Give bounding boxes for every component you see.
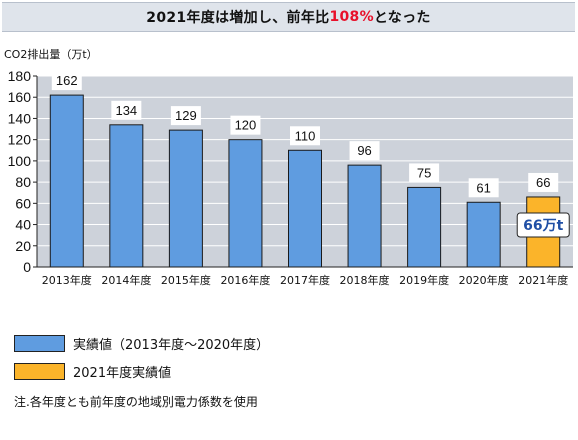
bar — [407, 186, 442, 268]
x-tick-label: 2021年度 — [518, 273, 568, 287]
value-label-box — [230, 115, 261, 135]
bar — [347, 164, 382, 268]
value-label: 129 — [175, 108, 197, 123]
value-label-box — [290, 126, 320, 146]
bar — [109, 124, 144, 268]
value-label: 61 — [476, 180, 490, 195]
value-label: 120 — [235, 118, 257, 133]
y-tick-label: 180 — [8, 68, 32, 84]
x-tick-label: 2019年度 — [399, 273, 449, 287]
footnote: 注.各年度とも前年度の地域別電力係数を使用 — [14, 395, 258, 409]
value-label: 96 — [357, 143, 371, 158]
callout-box — [516, 212, 570, 238]
x-tick-label: 2015年度 — [161, 273, 211, 287]
y-tick-label: 20 — [15, 238, 31, 254]
value-label: 134 — [115, 103, 137, 118]
legend-item-2021: 2021年度実績値 — [14, 362, 171, 381]
bar — [228, 139, 263, 268]
value-label: 110 — [295, 128, 316, 143]
value-label-box — [349, 141, 380, 161]
y-tick-label: 120 — [8, 132, 32, 148]
value-label-box — [528, 172, 559, 192]
value-label: 75 — [417, 165, 431, 180]
bar — [288, 149, 322, 268]
bar — [168, 129, 203, 268]
y-tick-label: 0 — [23, 259, 31, 275]
value-label-box — [170, 106, 201, 126]
y-tick-label: 100 — [8, 153, 32, 169]
value-label-box — [468, 178, 499, 198]
x-tick-label: 2014年度 — [101, 273, 151, 287]
y-tick-label: 60 — [15, 195, 31, 211]
value-label-box — [111, 100, 142, 120]
x-tick-label: 2020年度 — [459, 273, 509, 287]
y-tick-label: 160 — [8, 89, 32, 105]
bar — [466, 201, 501, 268]
chart-title: 2021年度は増加し、前年比 108% となった — [2, 2, 575, 32]
x-tick-label: 2018年度 — [340, 273, 390, 287]
bar — [49, 94, 84, 268]
y-axis-unit-label: CO2排出量（万t） — [4, 48, 98, 61]
legend-label-2021: 2021年度実績値 — [73, 366, 172, 381]
legend-item-actual: 実績値（2013年度～2020年度） — [14, 334, 269, 353]
bar-chart: 0 20 40 60 80 100 120 140 160 180 162 2013年度 134 2014… — [8, 68, 573, 287]
legend-label-actual: 実績値（2013年度～2020年度） — [73, 338, 270, 353]
title-main: 2021年度は増加し、前年比 — [146, 10, 330, 26]
value-label: 66 — [536, 175, 550, 190]
y-tick-label: 140 — [8, 110, 32, 126]
title-highlight: 108% — [329, 9, 374, 25]
legend-swatch-2021 — [14, 363, 65, 380]
callout-label: 66万t — [523, 218, 563, 234]
x-tick-label: 2013年度 — [42, 273, 92, 287]
value-label-box — [409, 163, 440, 183]
y-tick-label: 40 — [15, 217, 31, 233]
title-suffix: となった — [373, 10, 431, 26]
value-label: 162 — [56, 73, 78, 88]
y-tick-label: 80 — [15, 174, 31, 190]
x-tick-label: 2017年度 — [280, 273, 330, 287]
x-tick-label: 2016年度 — [220, 273, 270, 287]
legend-swatch-actual — [14, 335, 65, 352]
value-label-box — [51, 71, 82, 91]
